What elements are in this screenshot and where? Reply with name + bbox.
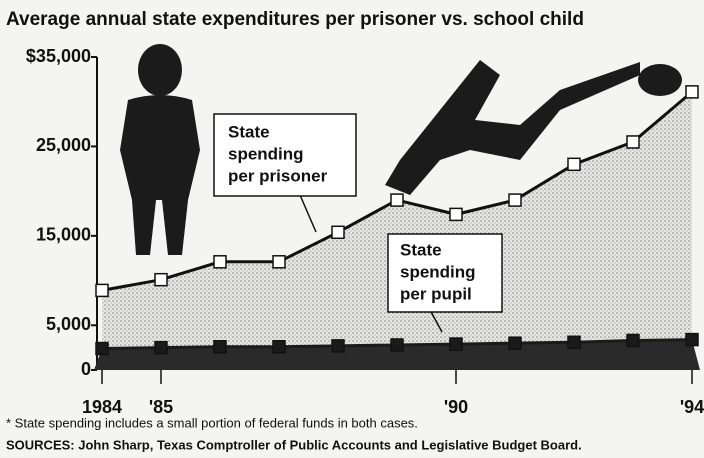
annotation-text: per prisoner: [228, 166, 328, 185]
annotation-text: spending: [400, 262, 476, 281]
data-point: [332, 226, 344, 238]
data-point: [155, 342, 167, 354]
data-point: [509, 337, 521, 349]
data-point: [391, 339, 403, 351]
data-point: [155, 274, 167, 286]
chart: Average annual state expenditures per pr…: [0, 0, 704, 458]
y-tick-label: $35,000: [26, 46, 91, 66]
annotation-prisoner: State spending per prisoner: [214, 114, 356, 232]
data-point: [214, 256, 226, 268]
y-tick-label: 0: [81, 359, 91, 379]
data-point: [214, 341, 226, 353]
data-point: [568, 336, 580, 348]
data-point: [686, 86, 698, 98]
y-tick-label: 15,000: [36, 225, 91, 245]
chart-title: Average annual state expenditures per pr…: [6, 9, 584, 30]
footnote: * State spending includes a small portio…: [6, 415, 418, 430]
plot-area: 0 5,000 15,000 25,000 $35,000 1984 '85 '90 '94: [26, 46, 704, 417]
data-point: [686, 334, 698, 346]
data-point: [627, 136, 639, 148]
sources: SOURCES: John Sharp, Texas Comptroller o…: [6, 437, 582, 452]
data-point: [96, 284, 108, 296]
x-tick-label: '90: [444, 397, 468, 417]
data-point: [450, 208, 462, 220]
data-point: [273, 256, 285, 268]
data-point: [332, 340, 344, 352]
silhouette-standing: [120, 44, 200, 255]
data-point: [96, 343, 108, 355]
pointer: [300, 195, 316, 232]
page: Average annual state expenditures per pr…: [0, 0, 704, 458]
x-tick-label: 1984: [82, 397, 122, 417]
y-tick-label: 5,000: [46, 314, 91, 334]
data-point: [273, 341, 285, 353]
annotation-text: State: [228, 122, 270, 141]
data-point: [391, 194, 403, 206]
annotation-text: per pupil: [400, 284, 472, 303]
x-tick-label: '85: [149, 397, 173, 417]
x-tick-label: '94: [680, 397, 704, 417]
data-point: [627, 334, 639, 346]
data-point: [568, 158, 580, 170]
annotation-text: State: [400, 240, 442, 259]
data-point: [450, 338, 462, 350]
data-point: [509, 194, 521, 206]
y-tick-label: 25,000: [36, 135, 91, 155]
annotation-text: spending: [228, 144, 304, 163]
